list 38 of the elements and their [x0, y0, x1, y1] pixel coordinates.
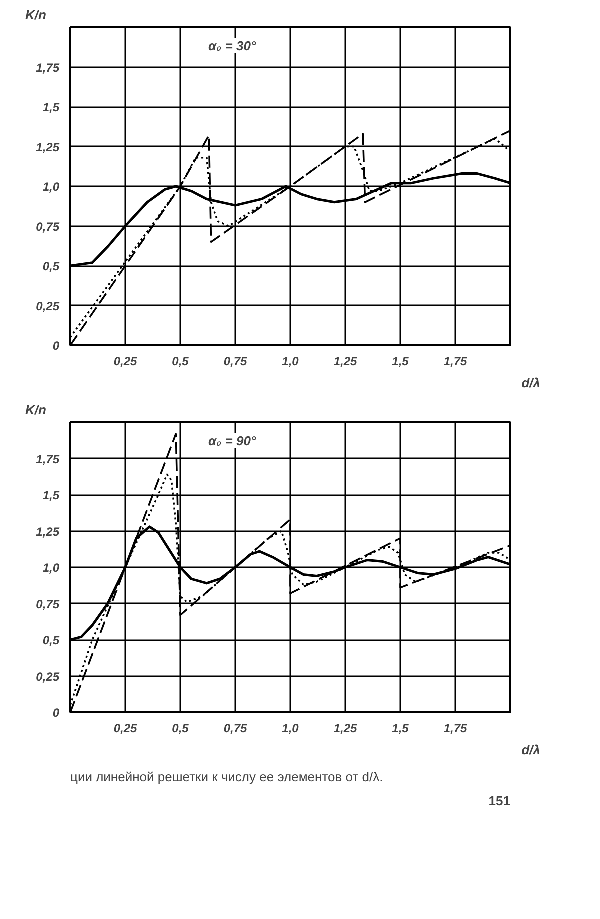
y-tick-label: 0: [52, 339, 60, 353]
x-tick-label: 1,0: [282, 354, 300, 368]
x-tick-label: 0,25: [114, 354, 138, 368]
x-tick-label: 1,25: [334, 722, 358, 736]
annotation: α₀ = 30°: [208, 38, 257, 54]
x-tick-label: 1,5: [392, 354, 410, 368]
x-tick-label: 0,5: [172, 722, 190, 736]
text: 151: [488, 794, 511, 808]
x-tick-label: 0,75: [224, 722, 248, 736]
y-tick-label: 0: [52, 706, 60, 720]
y-tick-label: 0,5: [42, 260, 60, 274]
y-tick-label: 1,5: [42, 488, 60, 502]
y-tick-label: 0,75: [36, 220, 60, 234]
y-tick-label: 1,75: [36, 452, 60, 466]
x-axis-title: d/λ: [522, 376, 541, 390]
annotation: α₀ = 90°: [208, 434, 257, 448]
y-tick-label: 1,25: [36, 524, 60, 539]
x-tick-label: 0,75: [224, 354, 248, 368]
x-tick-label: 1,0: [282, 722, 300, 736]
y-tick-label: 0,75: [36, 597, 60, 612]
x-axis-title: d/λ: [522, 742, 541, 758]
x-tick-label: 1,75: [444, 354, 468, 368]
y-tick-label: 0,5: [42, 634, 60, 648]
y-tick-label: 1,0: [42, 561, 60, 575]
x-tick-label: 0,5: [172, 354, 190, 368]
x-tick-label: 0,25: [114, 722, 138, 736]
y-tick-label: 0,25: [36, 299, 60, 314]
y-axis-title: K/n: [26, 8, 46, 22]
text: ции линейной решетки к числу ее элементов от d/λ.: [70, 770, 384, 784]
x-tick-label: 1,5: [392, 722, 410, 736]
y-tick-label: 1,5: [42, 100, 60, 114]
y-tick-label: 1,75: [36, 60, 60, 75]
y-axis-title: K/n: [26, 402, 46, 418]
y-tick-label: 1,0: [42, 180, 60, 194]
x-tick-label: 1,75: [444, 722, 468, 736]
x-tick-label: 1,25: [334, 354, 358, 368]
y-tick-label: 0,25: [36, 670, 60, 684]
y-tick-label: 1,25: [36, 140, 60, 154]
